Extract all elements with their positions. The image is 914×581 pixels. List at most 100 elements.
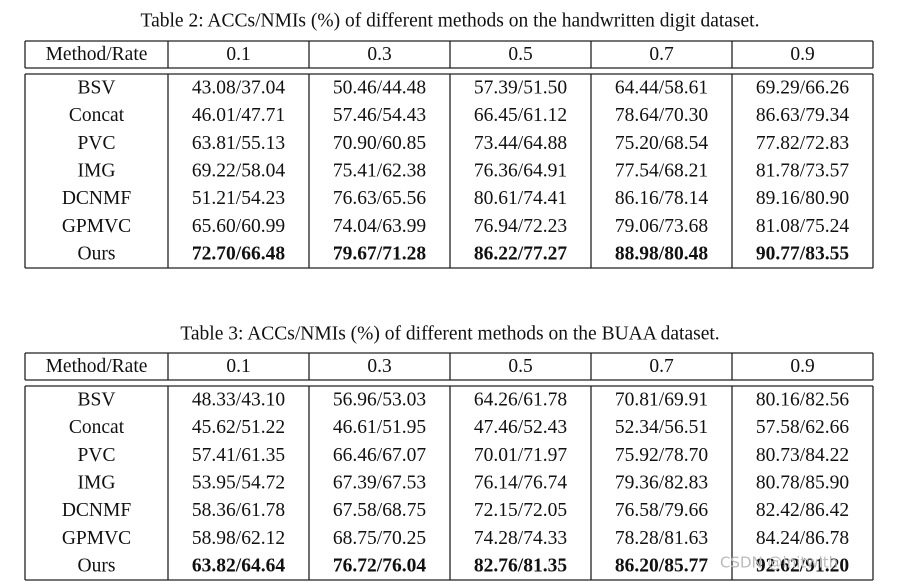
cell: 76.94/72.23 [474,216,567,237]
cell: 57.41/61.35 [192,445,285,466]
cell: 72.15/72.05 [474,500,567,521]
cell: 70.90/60.85 [333,133,426,154]
cell: 79.36/82.83 [615,472,708,493]
cell: 86.22/77.27 [474,244,567,265]
cell: 81.08/75.24 [756,216,849,237]
cell: 69.29/66.26 [756,77,849,98]
cell: 72.70/66.48 [192,244,285,265]
row-label: BSV [78,77,116,98]
cell: 52.34/56.51 [615,417,708,438]
cell: 78.28/81.63 [615,528,708,549]
cell: 84.24/86.78 [756,528,849,549]
header-cell: 0.1 [226,44,250,65]
cell: 77.54/68.21 [615,160,708,181]
row-label: BSV [78,389,116,410]
cell: 58.36/61.78 [192,500,285,521]
header-cell: Method/Rate [46,44,148,65]
cell: 86.16/78.14 [615,188,708,209]
cell: 46.01/47.71 [192,105,285,126]
cell: 69.22/58.04 [192,160,285,181]
cell: 67.39/67.53 [333,472,426,493]
cell: 51.21/54.23 [192,188,285,209]
cell: 78.64/70.30 [615,105,708,126]
header-cell: 0.7 [649,356,674,377]
cell: 73.44/64.88 [474,133,567,154]
cell: 48.33/43.10 [192,389,285,410]
cell: 75.41/62.38 [333,160,426,181]
cell: 86.63/79.34 [756,105,849,126]
row-label: Concat [69,417,125,438]
cell: 82.42/86.42 [756,500,849,521]
header-cell: 0.7 [649,44,674,65]
cell: 76.36/64.91 [474,160,567,181]
table-caption: Table 2: ACCs/NMIs (%) of different meth… [141,10,760,31]
row-label: DCNMF [62,500,132,521]
row-label: Concat [69,105,125,126]
cell: 74.04/63.99 [333,216,426,237]
cell: 76.72/76.04 [333,556,426,577]
header-cell: 0.9 [790,44,814,65]
header-cell: 0.3 [367,356,391,377]
cell: 86.20/85.77 [615,556,708,577]
cell: 75.92/78.70 [615,445,708,466]
header-cell: 0.5 [508,44,532,65]
cell: 68.75/70.25 [333,528,426,549]
header-cell: 0.1 [226,356,250,377]
cell: 90.77/83.55 [756,244,849,265]
cell: 43.08/37.04 [192,77,285,98]
cell: 58.98/62.12 [192,528,285,549]
header-cell: 0.9 [790,356,814,377]
cell: 74.28/74.33 [474,528,567,549]
cell: 46.61/51.95 [333,417,426,438]
cell: 76.58/79.66 [615,500,708,521]
cell: 56.96/53.03 [333,389,426,410]
watermark: CSDN @initwith [720,554,838,572]
cell: 82.76/81.35 [474,556,567,577]
cell: 64.26/61.78 [474,389,567,410]
cell: 80.61/74.41 [474,188,567,209]
cell: 79.06/73.68 [615,216,708,237]
row-label: Ours [78,244,116,265]
cell: 57.39/51.50 [474,77,567,98]
cell: 80.78/85.90 [756,472,849,493]
row-label: Ours [78,556,116,577]
cell: 65.60/60.99 [192,216,285,237]
header-cell: Method/Rate [46,356,148,377]
cell: 70.81/69.91 [615,389,708,410]
row-label: GPMVC [62,216,131,237]
row-label: GPMVC [62,528,131,549]
cell: 75.20/68.54 [615,133,708,154]
cell: 50.46/44.48 [333,77,426,98]
cell: 89.16/80.90 [756,188,849,209]
cell: 66.46/67.07 [333,445,426,466]
row-label: IMG [78,472,116,493]
header-cell: 0.5 [508,356,532,377]
cell: 77.82/72.83 [756,133,849,154]
cell: 80.16/82.56 [756,389,849,410]
cell: 64.44/58.61 [615,77,708,98]
cell: 88.98/80.48 [615,244,708,265]
cell: 80.73/84.22 [756,445,849,466]
cell: 63.82/64.64 [192,556,285,577]
row-label: PVC [78,445,116,466]
row-label: PVC [78,133,116,154]
cell: 67.58/68.75 [333,500,426,521]
cell: 53.95/54.72 [192,472,285,493]
cell: 79.67/71.28 [333,244,426,265]
cell: 63.81/55.13 [192,133,285,154]
row-label: IMG [78,160,116,181]
header-cell: 0.3 [367,44,391,65]
cell: 57.46/54.43 [333,105,426,126]
row-label: DCNMF [62,188,132,209]
cell: 76.14/76.74 [474,472,567,493]
cell: 57.58/62.66 [756,417,849,438]
table-caption: Table 3: ACCs/NMIs (%) of different meth… [180,323,719,344]
cell: 70.01/71.97 [474,445,567,466]
cell: 45.62/51.22 [192,417,285,438]
cell: 92.62/91.20 [756,556,849,577]
cell: 47.46/52.43 [474,417,567,438]
cell: 76.63/65.56 [333,188,426,209]
cell: 81.78/73.57 [756,160,849,181]
cell: 66.45/61.12 [474,105,567,126]
